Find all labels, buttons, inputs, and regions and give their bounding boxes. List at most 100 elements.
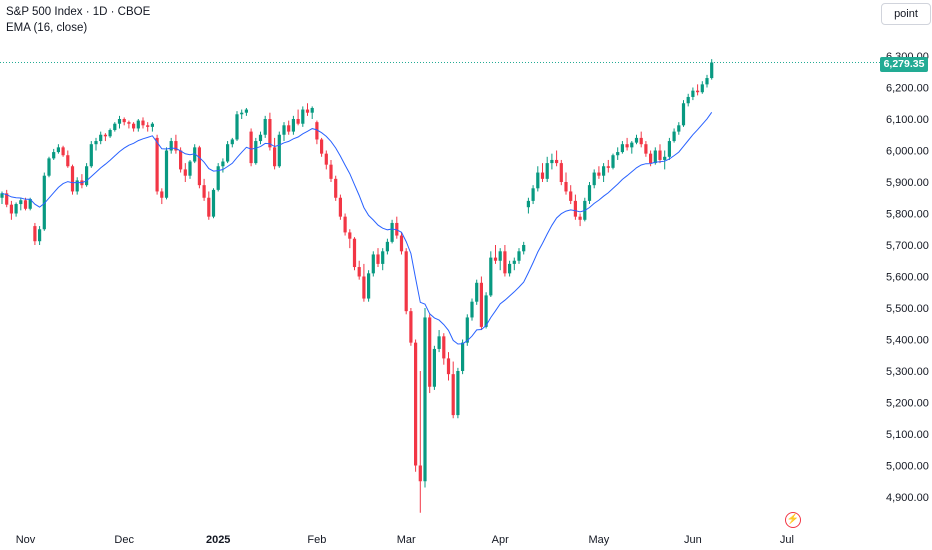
candle-body [155,137,159,192]
candle-body [19,200,23,205]
price-tick-label: 4,900.00 [886,492,929,504]
candle-body [470,301,474,318]
candle-body [282,125,286,135]
candle-body [390,222,394,242]
candle-body [432,348,436,387]
time-tick-label: Dec [114,534,134,546]
candle-body [498,251,502,261]
time-tick-label: Apr [492,534,509,546]
candle-body [85,166,89,186]
candle-body [362,276,366,299]
candle-body [334,178,338,198]
candle-body [338,197,342,217]
candle-body [672,131,676,142]
time-tick-label: Jul [780,534,794,546]
candle-body [526,200,530,208]
candle-body [578,216,582,220]
candle-body [268,119,272,148]
candle-body [649,153,653,164]
candle-body [113,123,117,131]
candle-body [52,152,56,159]
price-tick-label: 6,100.00 [886,114,929,126]
candle-body [696,90,700,93]
candle-body [230,139,234,145]
candle-body [569,191,573,201]
candle-body [287,125,291,132]
candle-body [667,141,671,157]
candle-body [663,156,667,160]
price-tick-label: 5,700.00 [886,240,929,252]
candle-body [89,144,93,167]
price-tick-label: 5,000.00 [886,461,929,473]
candle-body [164,150,169,198]
candle-body [423,317,427,482]
candle-body [132,123,136,129]
candle-body [235,114,239,140]
candle-body [376,254,380,264]
candle-body [573,200,577,217]
candle-body [630,142,634,148]
candle-body [357,267,361,277]
symbol-title[interactable]: S&P 500 Index · 1D · CBOE [6,6,151,18]
candle-body [324,153,328,165]
candle-body [503,251,507,274]
candle-body [381,251,385,264]
candle-body [550,159,554,164]
candle-body [240,112,244,115]
indicator-title[interactable]: EMA (16, close) [6,22,88,34]
candle-body [296,119,300,124]
price-tick-label: 5,400.00 [886,335,929,347]
candle-body [33,226,37,242]
candle-body [216,166,220,190]
time-axis[interactable]: Nov Dec 2025 Feb Mar Apr May Jun Jul [16,534,794,546]
price-unit-button[interactable]: point [881,3,931,25]
candle-body [564,182,568,192]
candle-body [310,107,314,113]
candle-body [536,172,540,189]
candle-body [367,273,371,299]
candle-body [597,172,601,176]
time-tick-label: Nov [16,534,36,546]
candle-body [545,163,549,179]
candle-body [117,119,122,124]
candle-body [371,254,375,274]
candle-body [700,84,704,93]
price-tick-label: 5,600.00 [886,272,929,284]
candle-body [658,150,662,160]
candle-body [348,232,352,239]
lightning-bolt-icon[interactable]: ⚡ [785,512,801,528]
candle-body [56,147,60,153]
candle-body [705,78,709,85]
candle-body [508,263,512,274]
candle-body [258,134,263,142]
candle-body [442,336,446,359]
candle-body [150,123,154,127]
candle-body [301,109,305,124]
candle-body [179,150,183,170]
price-axis[interactable]: 4,900.00 5,000.00 5,100.00 5,200.00 5,300.00… [886,51,929,504]
candle-body [193,147,197,162]
candle-body [639,137,643,145]
candle-body [42,175,46,230]
candle-body [221,161,225,167]
candle-body [625,144,629,148]
candle-body [160,191,164,198]
candle-body [277,134,281,167]
candle-body [644,144,648,154]
candle-body [484,295,488,327]
candle-body [329,164,333,179]
candle-body [475,282,479,302]
candle-body [38,229,42,242]
candle-body [141,120,145,126]
candle-body [418,465,422,482]
candle-body [66,155,70,167]
price-tick-label: 6,200.00 [886,83,929,95]
ema-line [1,112,713,345]
candle-body [512,260,516,264]
candle-body [634,137,639,143]
time-tick-label: Mar [397,534,416,546]
chart-legend: S&P 500 Index · 1D · CBOE EMA (16, close… [6,4,150,36]
candle-body [620,144,624,153]
candle-body [540,172,545,179]
